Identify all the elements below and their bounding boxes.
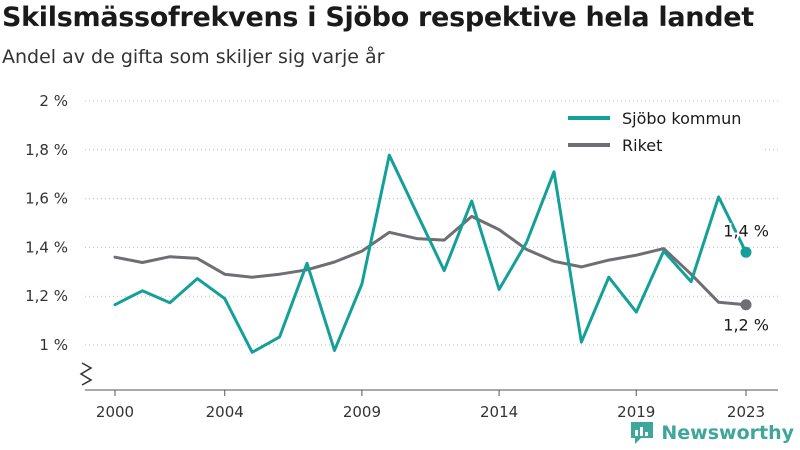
y-tick-label: 1,8 % [25, 141, 68, 159]
end-label-riket: 1,2 % [723, 316, 769, 335]
chart-subtitle: Andel av de gifta som skiljer sig varje … [2, 46, 385, 68]
y-axis-ticks: 1 % 1,2 % 1,4 % 1,6 % 1,8 % 2 % [25, 92, 93, 386]
legend: Sjöbo kommun Riket [560, 104, 765, 156]
x-tick-label: 2000 [96, 403, 134, 421]
x-tick-label: 2023 [727, 403, 765, 421]
x-tick-label: 2009 [343, 403, 381, 421]
y-tick-label: 1 % [39, 336, 68, 354]
chart-title: Skilsmässofrekvens i Sjöbo respektive he… [2, 2, 754, 33]
legend-label: Riket [622, 136, 662, 155]
legend-background [560, 104, 765, 156]
brand-name: Newsworthy [661, 422, 794, 444]
series-lines [113, 153, 752, 354]
x-tick-label: 2004 [206, 403, 244, 421]
x-tick-label: 2019 [617, 403, 655, 421]
y-tick-label: 2 % [39, 92, 68, 110]
end-label-sjobo: 1,4 % [723, 221, 769, 240]
newsworthy-brand: Newsworthy [629, 420, 794, 446]
end-point-sjobo [740, 246, 752, 258]
x-tick-label: 2014 [480, 403, 518, 421]
end-labels: 1,4 % 1,2 % [721, 219, 771, 335]
x-axis: 2000 2004 2009 2014 2019 2023 [85, 389, 778, 421]
newsworthy-logo-icon [631, 422, 654, 444]
y-tick-label: 1,6 % [25, 190, 68, 208]
axis-break-icon [79, 362, 93, 386]
series-line-riket [113, 214, 748, 307]
end-point-riket [740, 299, 752, 311]
legend-label: Sjöbo kommun [622, 109, 741, 128]
series-line-sjobo [113, 153, 748, 354]
y-tick-label: 1,2 % [25, 287, 68, 305]
y-tick-label: 1,4 % [25, 238, 68, 256]
